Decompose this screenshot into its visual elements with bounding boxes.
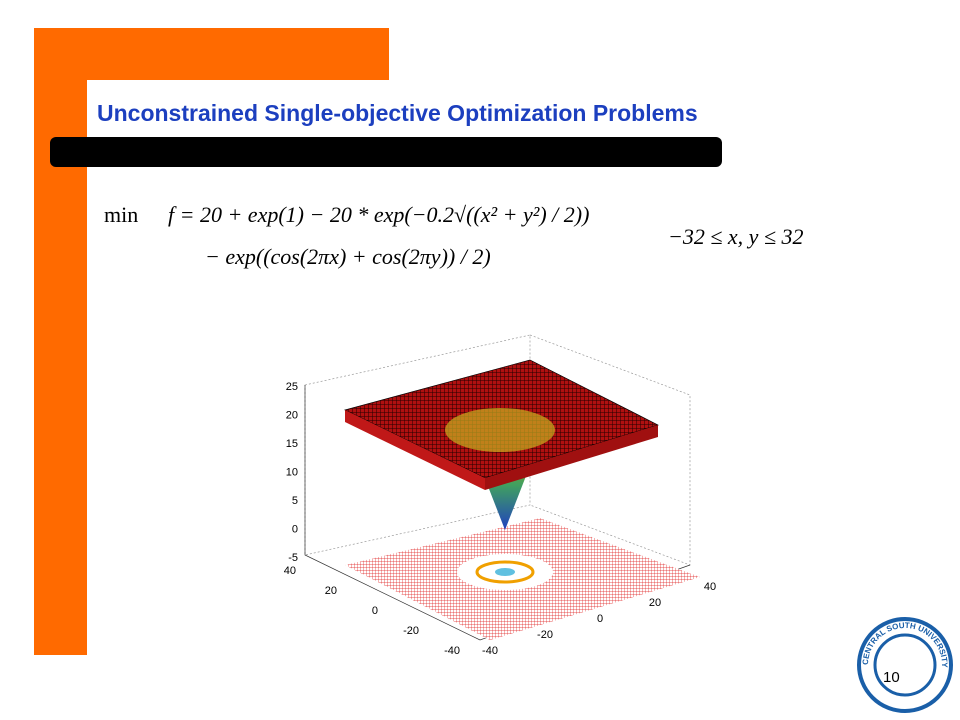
z-tick-label: 5	[292, 495, 298, 507]
title-rule	[50, 137, 722, 167]
y-tick-label: 0	[597, 613, 603, 625]
x-tick-label: -20	[403, 625, 419, 637]
min-operator: min	[104, 202, 138, 227]
surface-plot	[304, 334, 700, 641]
slide-title: Unconstrained Single-objective Optimizat…	[97, 100, 698, 126]
y-tick-label: -20	[537, 629, 553, 641]
page-number: 10	[883, 669, 900, 686]
z-tick-label: 25	[286, 381, 298, 393]
y-tick-label: 20	[649, 597, 661, 609]
z-tick-label: 20	[286, 410, 298, 422]
x-tick-label: 20	[325, 585, 337, 597]
z-tick-label: -5	[288, 552, 298, 564]
x-tick-label: 40	[284, 565, 296, 577]
y-tick-label: -40	[482, 645, 498, 657]
y-tick-label: 40	[704, 581, 716, 593]
constraint: −32 ≤ x, y ≤ 32	[668, 224, 804, 249]
x-tick-label: 0	[372, 605, 378, 617]
x-tick-label: -40	[444, 645, 460, 657]
z-tick-label: 0	[292, 524, 298, 536]
side-bar	[34, 28, 87, 655]
formula-line: − exp((cos(2πx) + cos(2πy)) / 2)	[205, 244, 491, 269]
z-tick-label: 15	[286, 438, 298, 450]
logo: CENTRAL SOUTH UNIVERSITY	[857, 617, 953, 713]
formula-line: f = 20 + exp(1) − 20 * exp(−0.2√((x² + y…	[168, 202, 589, 227]
top-bar	[87, 28, 389, 80]
z-tick-label: 10	[286, 467, 298, 479]
